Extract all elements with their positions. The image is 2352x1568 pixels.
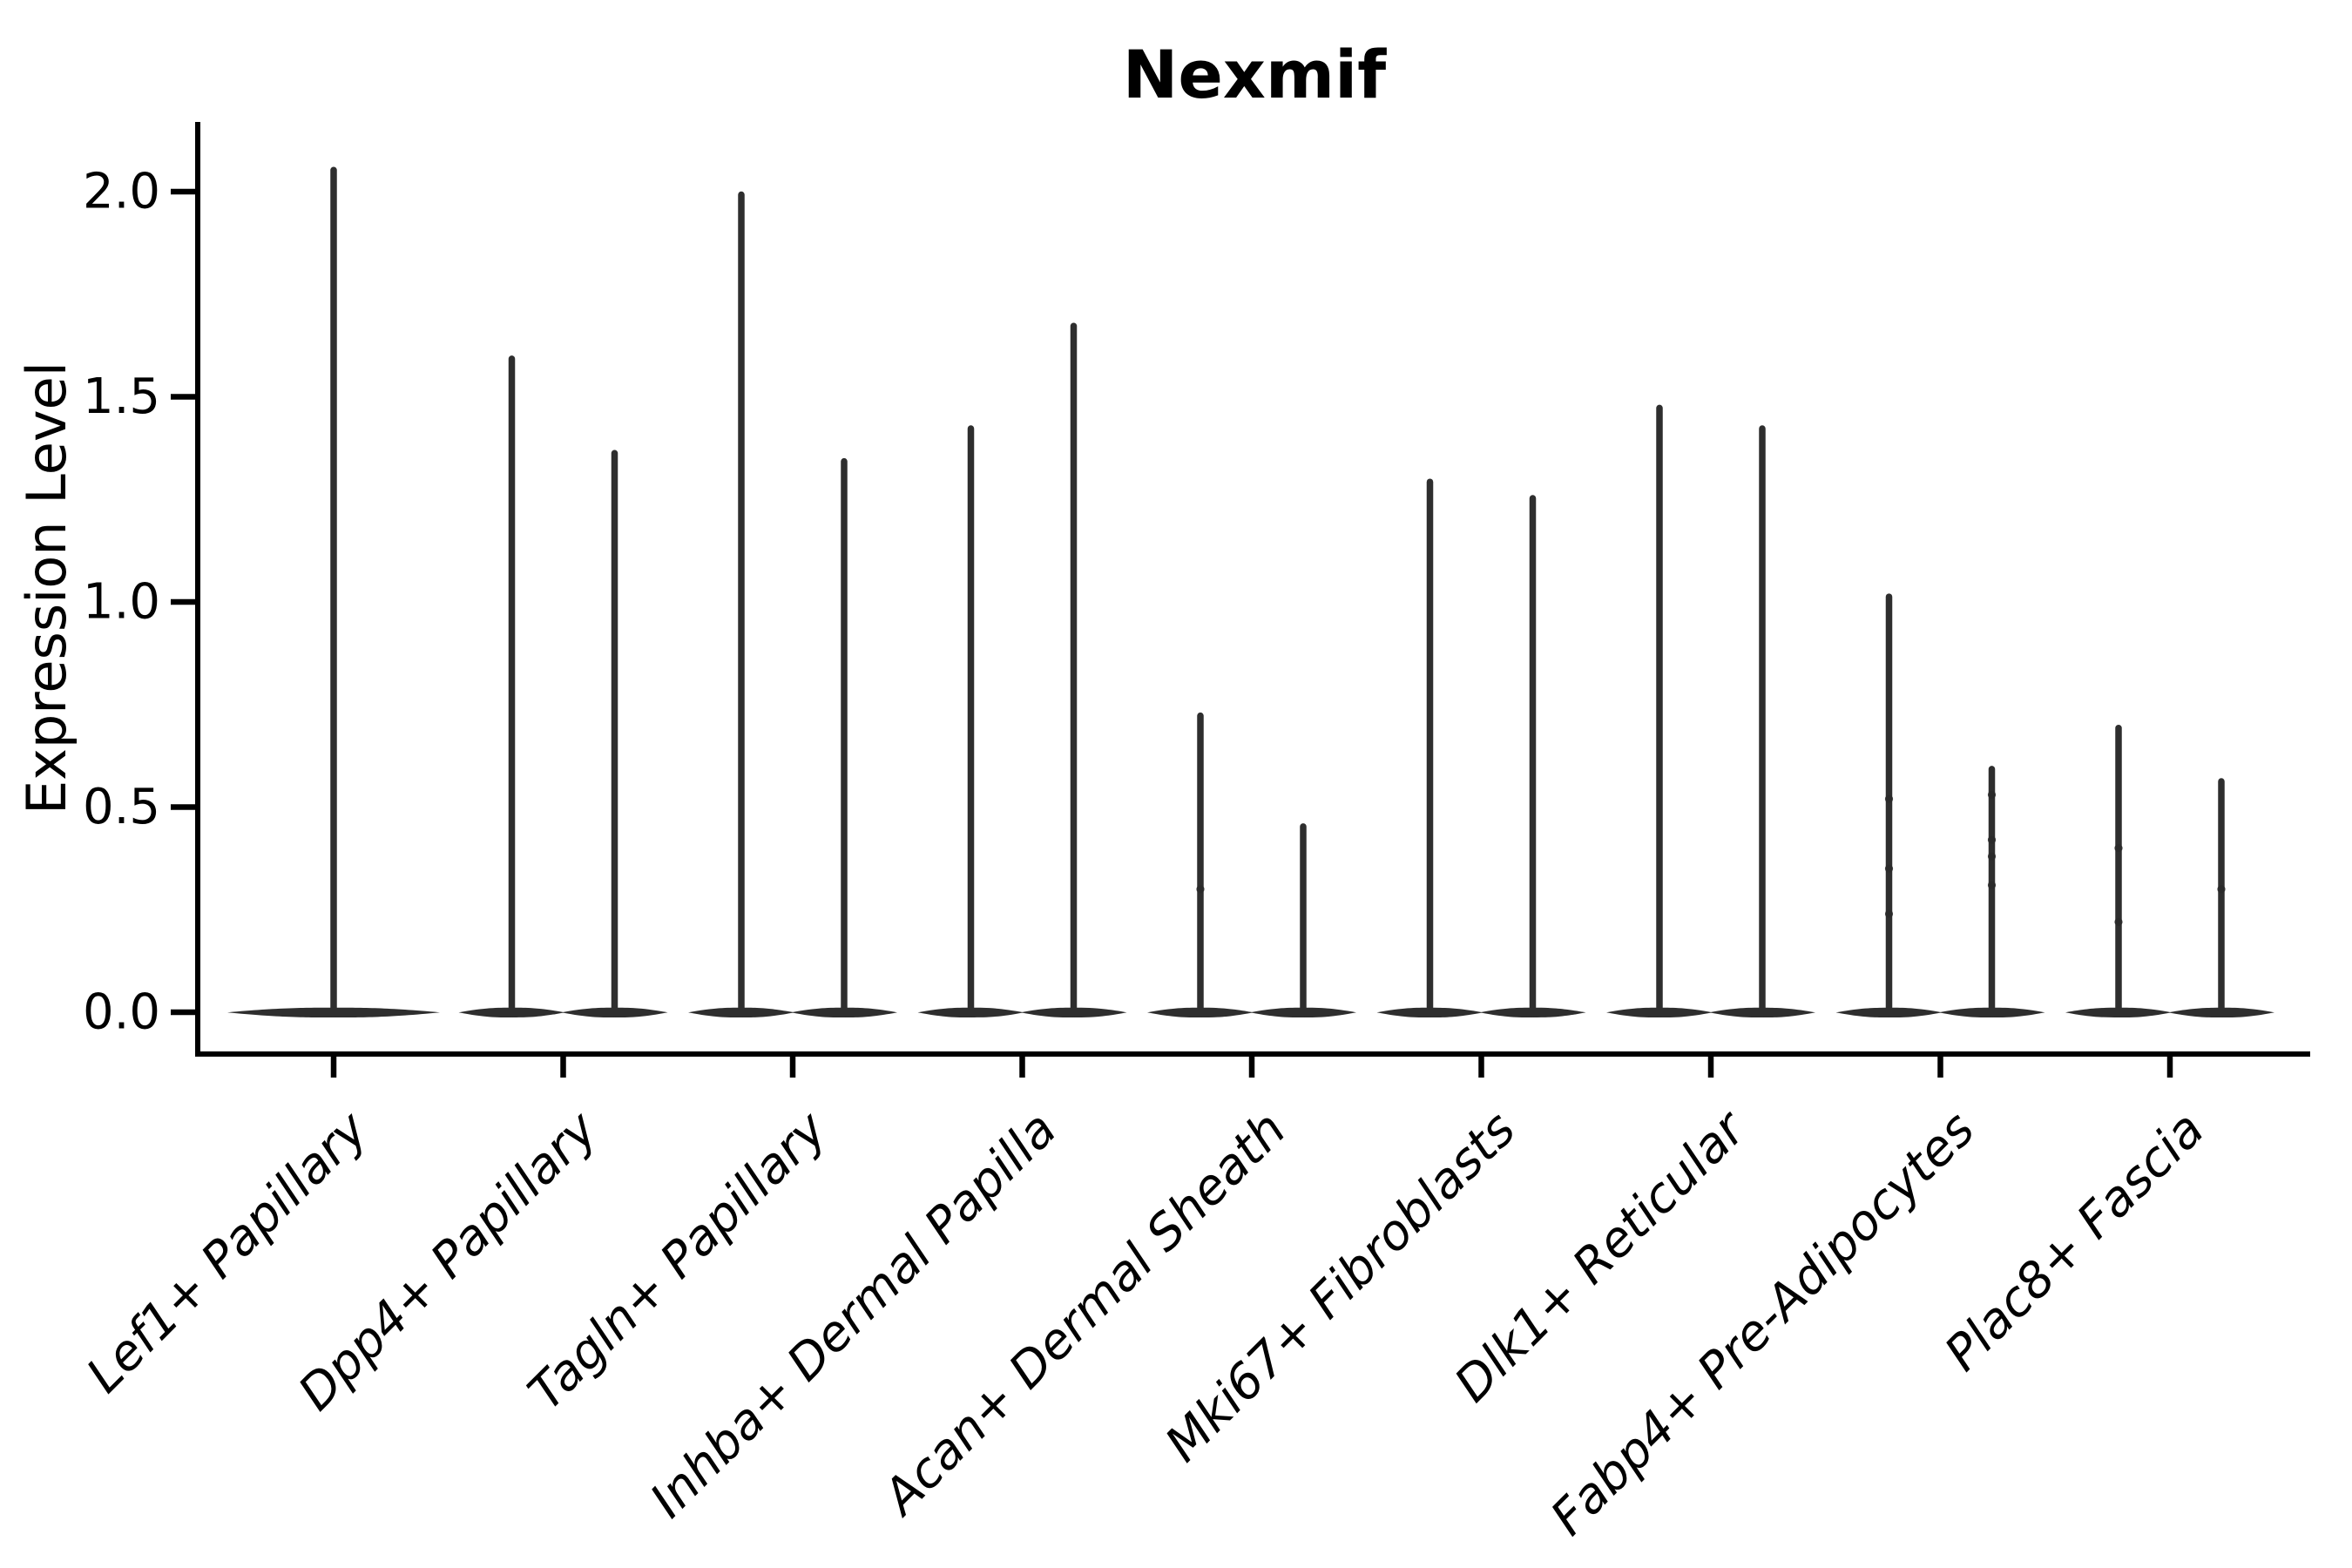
jitter-point [1987, 790, 1997, 799]
y-tick-label: 1.5 [83, 368, 160, 425]
y-axis: 0.0 0.5 1.0 1.5 2.0 [83, 164, 198, 1041]
violin-group [1835, 593, 2045, 1017]
jitter-point [1884, 909, 1894, 918]
y-tick-label: 0.5 [83, 779, 160, 835]
violin-group [1606, 404, 1815, 1017]
jitter-point [1987, 835, 1997, 844]
jitter-point [1987, 852, 1997, 861]
violin-group [1147, 712, 1356, 1017]
violin-group [458, 355, 668, 1017]
y-tick-label: 0.0 [83, 984, 160, 1041]
jitter-point [1884, 864, 1894, 873]
jitter-point [2114, 917, 2123, 926]
y-axis-label: Expression Level [15, 362, 78, 814]
chart-title: Nexmif [1123, 36, 1387, 113]
jitter-point [1987, 881, 1997, 889]
y-tick-label: 2.0 [83, 164, 160, 220]
jitter-point [2114, 844, 2123, 853]
jitter-point [2217, 885, 2226, 894]
jitter-point [1196, 885, 1205, 894]
y-tick-label: 1.0 [83, 574, 160, 631]
violin-group [2065, 725, 2274, 1017]
violin-group [917, 322, 1127, 1017]
jitter-point [1884, 794, 1894, 803]
violin-group [227, 166, 440, 1017]
violin-group [1376, 478, 1586, 1017]
violin-group [688, 191, 897, 1017]
violins [227, 166, 2274, 1017]
